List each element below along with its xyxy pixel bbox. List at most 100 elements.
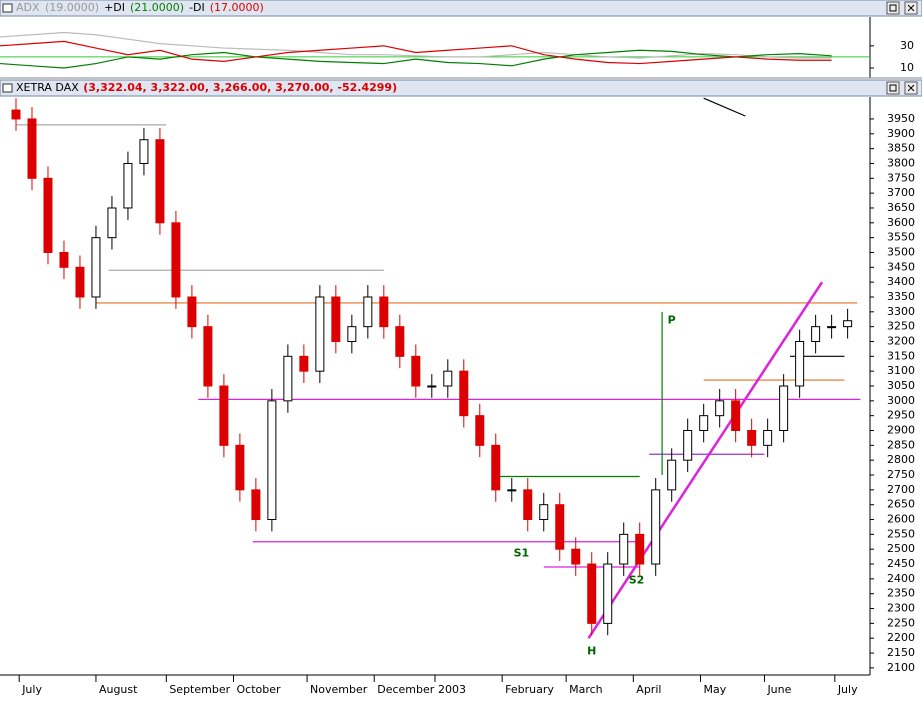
candle-body: [459, 370, 469, 417]
y-tick-label: 3000: [887, 394, 915, 407]
candle-body: [587, 563, 597, 624]
y-tick-label: 2100: [887, 661, 915, 674]
study-line: [587, 281, 824, 639]
candle-body: [619, 533, 629, 565]
candle-body: [507, 489, 517, 492]
candle-body: [395, 326, 405, 357]
annotation: H: [587, 645, 596, 658]
y-tick-label: 3550: [887, 231, 915, 244]
candle-body: [187, 296, 197, 328]
candle-body: [747, 430, 757, 446]
window-buttons: [886, 1, 918, 95]
candle-body: [283, 355, 293, 402]
y-tick-label: 2450: [887, 557, 915, 570]
candle-body: [731, 400, 741, 432]
study-line: [703, 97, 746, 117]
adx-title-bar: [0, 0, 922, 17]
x-tick-label: August: [99, 683, 138, 696]
quote: (3,322.04, 3,322.00, 3,266.00, 3,270.00,…: [83, 81, 397, 94]
y-tick-label: 2500: [887, 542, 915, 555]
header-item: (17.0000): [210, 1, 264, 14]
y-tick-label: 3750: [887, 171, 915, 184]
candle-body: [107, 207, 117, 239]
candle-body: [299, 355, 309, 372]
candle-body: [651, 489, 661, 565]
y-tick-label: 3300: [887, 305, 915, 318]
y-tick-label: 10: [900, 61, 914, 74]
x-tick-label: September: [169, 683, 230, 696]
minimize-button[interactable]: [886, 81, 900, 95]
y-tick-label: 3800: [887, 156, 915, 169]
window-icon[interactable]: [2, 83, 13, 93]
annotation: P: [668, 314, 676, 327]
x-tick-label: March: [569, 683, 603, 696]
candle-body: [315, 296, 325, 372]
candle-body: [363, 296, 373, 328]
y-tick-label: 2800: [887, 453, 915, 466]
y-tick-label: 2250: [887, 616, 915, 629]
candle-body: [123, 162, 133, 209]
main-title: XETRA DAX: [16, 81, 79, 94]
candle-body: [139, 139, 149, 164]
x-tick-label: June: [766, 683, 791, 696]
adx-title: ADX: [16, 1, 40, 14]
y-tick-label: 3650: [887, 201, 915, 214]
header-item: +DI: [104, 1, 125, 14]
y-tick-label: 3700: [887, 186, 915, 199]
y-tick-label: 2550: [887, 527, 915, 540]
candle-body: [43, 177, 53, 253]
y-tick-label: 3900: [887, 127, 915, 140]
button-glyphs: [889, 4, 915, 92]
header-item: (19.0000): [45, 1, 99, 14]
candle-body: [203, 326, 213, 387]
candle-body: [763, 430, 773, 446]
y-tick-label: 3850: [887, 142, 915, 155]
candle-body: [235, 444, 245, 491]
window-icon[interactable]: [2, 3, 13, 13]
x-tick-label: July: [837, 683, 858, 696]
x-tick-label: December: [377, 683, 435, 696]
y-tick-label: 2350: [887, 587, 915, 600]
y-tick-label: 2600: [887, 513, 915, 526]
y-tick-label: 2750: [887, 468, 915, 481]
candle-body: [427, 385, 437, 388]
y-tick-label: 2950: [887, 409, 915, 422]
indicator-line: [0, 49, 832, 69]
candle-body: [683, 430, 693, 461]
y-tick-label: 2400: [887, 572, 915, 585]
y-tick-label: 3400: [887, 275, 915, 288]
candle-body: [635, 533, 645, 565]
candle-body: [571, 548, 581, 565]
candle-body: [827, 326, 837, 329]
y-tick-label: 3150: [887, 349, 915, 362]
x-tick-label: 2003: [438, 683, 466, 696]
x-tick-label: May: [703, 683, 726, 696]
minimize-button[interactable]: [886, 1, 900, 15]
y-tick-label: 3350: [887, 290, 915, 303]
candle-body: [715, 400, 725, 417]
candle-body: [443, 370, 453, 387]
y-tick-label: 3050: [887, 379, 915, 392]
candle-body: [491, 444, 501, 491]
candle-body: [811, 326, 821, 342]
candle-body: [347, 326, 357, 342]
candle-body: [75, 266, 85, 298]
y-tick-label: 2300: [887, 602, 915, 615]
candle-body: [171, 222, 181, 298]
x-tick-label: October: [236, 683, 280, 696]
candle-body: [379, 296, 389, 328]
y-tick-label: 3950: [887, 112, 915, 125]
main-title-bar: [0, 79, 922, 97]
candle-body: [59, 251, 69, 268]
annotation: S2: [629, 573, 645, 586]
candle-body: [539, 504, 549, 521]
candle-body: [603, 563, 613, 624]
candle-body: [331, 296, 341, 342]
y-tick-label: 2900: [887, 424, 915, 437]
x-tick-label: April: [636, 683, 661, 696]
y-tick-label: 3450: [887, 260, 915, 273]
x-tick-label: February: [505, 683, 554, 696]
candle-body: [411, 355, 421, 387]
